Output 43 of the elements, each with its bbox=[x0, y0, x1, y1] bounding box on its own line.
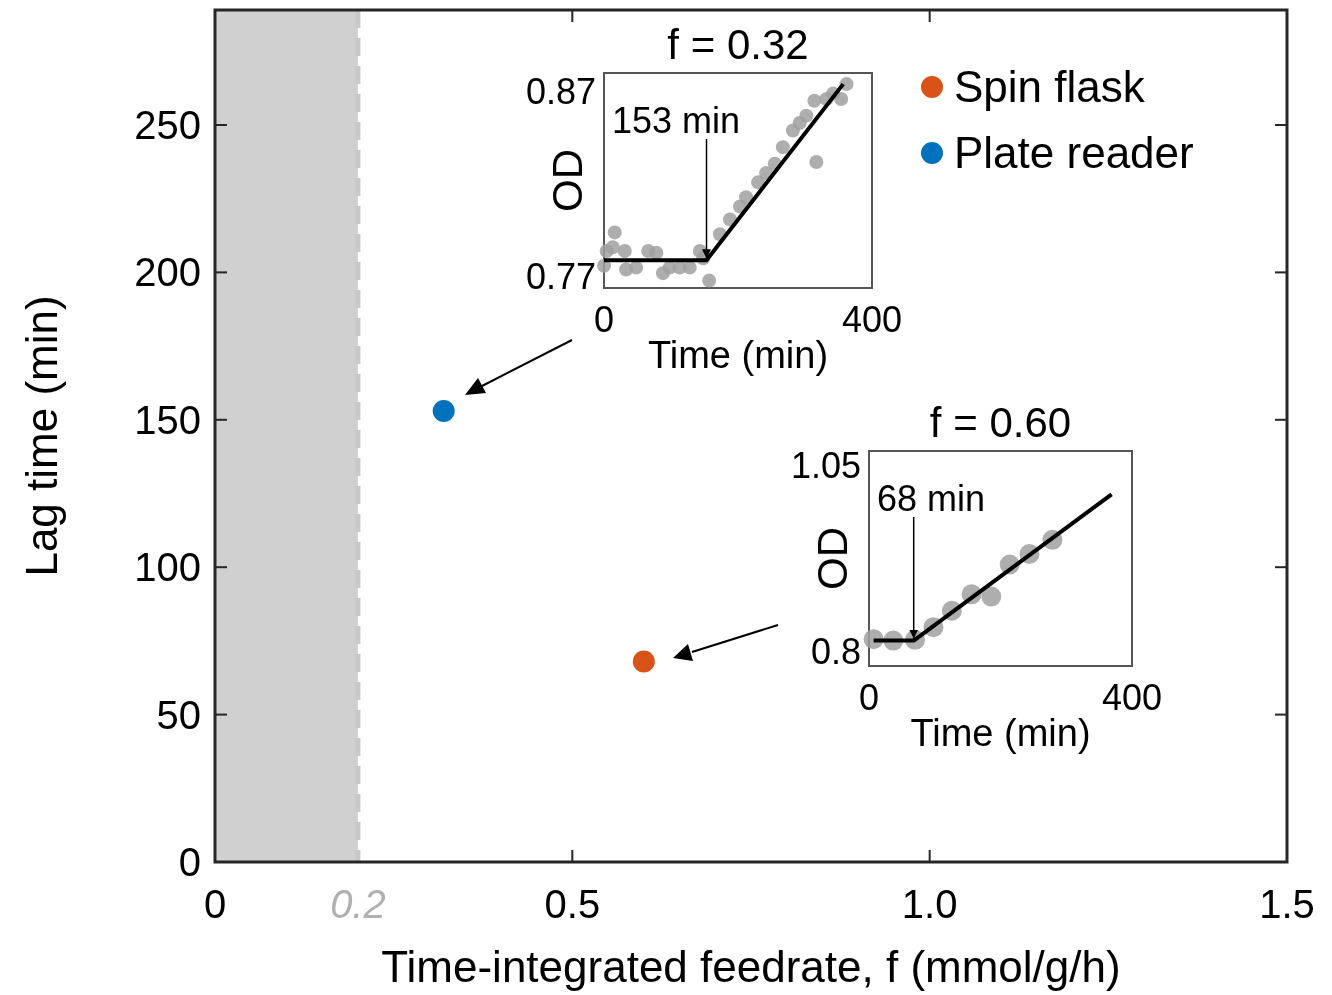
point bbox=[775, 140, 790, 155]
legend-label: Spin flask bbox=[954, 62, 1146, 112]
chart-title: f = 0.60 bbox=[929, 399, 1072, 446]
y-axis-title: Lag time (min) bbox=[17, 295, 66, 577]
y-tick-label: 0 bbox=[178, 840, 201, 884]
point bbox=[809, 154, 824, 169]
point bbox=[629, 260, 644, 275]
x-axis-title: Time (min) bbox=[647, 334, 829, 376]
y-tick-label: 250 bbox=[134, 102, 201, 147]
annotation: 153 min bbox=[612, 100, 741, 141]
y-tick-label: 0.8 bbox=[810, 631, 861, 673]
y-axis-title: OD bbox=[544, 149, 591, 212]
x-tick-label: 400 bbox=[1101, 677, 1163, 718]
point bbox=[799, 108, 814, 123]
x-tick-label: 1.0 bbox=[901, 882, 958, 926]
x-axis-title: Time-integrated feedrate, f (mmol/g/h) bbox=[381, 942, 1121, 991]
point bbox=[597, 258, 611, 273]
x-tick-label: 0.5 bbox=[544, 882, 601, 926]
y-tick-label: 50 bbox=[156, 692, 201, 737]
ref-line-label: 0.2 bbox=[330, 882, 386, 926]
x-tick-label: 400 bbox=[841, 299, 903, 340]
point bbox=[649, 245, 664, 260]
point bbox=[605, 240, 620, 255]
y-tick-label: 0.77 bbox=[525, 256, 596, 298]
point bbox=[682, 260, 697, 275]
annotation: 68 min bbox=[877, 478, 986, 519]
y-tick-label: 0.87 bbox=[525, 71, 596, 113]
point bbox=[607, 225, 622, 240]
x-tick-label: 1.5 bbox=[1259, 882, 1315, 926]
legend-label: Plate reader bbox=[954, 128, 1194, 178]
y-axis-title: OD bbox=[809, 527, 856, 590]
chart-title: f = 0.32 bbox=[667, 21, 809, 68]
y-tick-label: 100 bbox=[134, 545, 201, 590]
point bbox=[981, 586, 1002, 607]
point bbox=[617, 243, 632, 258]
point bbox=[702, 273, 717, 288]
point bbox=[807, 93, 822, 108]
x-axis-title: Time (min) bbox=[910, 712, 1091, 754]
y-tick-label: 200 bbox=[134, 250, 201, 295]
y-tick-label: 1.05 bbox=[790, 444, 861, 486]
point bbox=[739, 190, 754, 205]
point bbox=[834, 91, 849, 106]
y-tick-label: 150 bbox=[134, 397, 201, 442]
